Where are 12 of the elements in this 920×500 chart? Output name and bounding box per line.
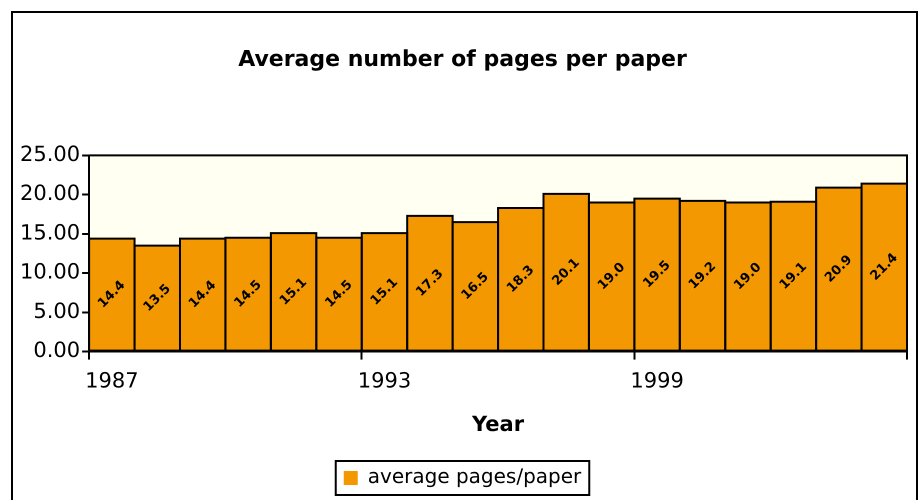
chart-title: Average number of pages per paper <box>238 46 687 72</box>
y-tick-label: 5.00 <box>33 298 80 323</box>
y-tick-label: 25.00 <box>20 142 80 166</box>
legend-label: average pages/paper <box>368 464 582 488</box>
x-tick-label: 1987 <box>85 368 139 393</box>
x-axis-title: Year <box>471 412 525 436</box>
y-tick-label: 15.00 <box>20 220 80 244</box>
y-tick-label: 10.00 <box>20 260 80 284</box>
x-tick-label: 1999 <box>630 368 684 393</box>
y-tick-label: 0.00 <box>33 338 80 362</box>
x-tick-label: 1993 <box>358 368 412 393</box>
y-tick-label: 20.00 <box>20 181 80 206</box>
